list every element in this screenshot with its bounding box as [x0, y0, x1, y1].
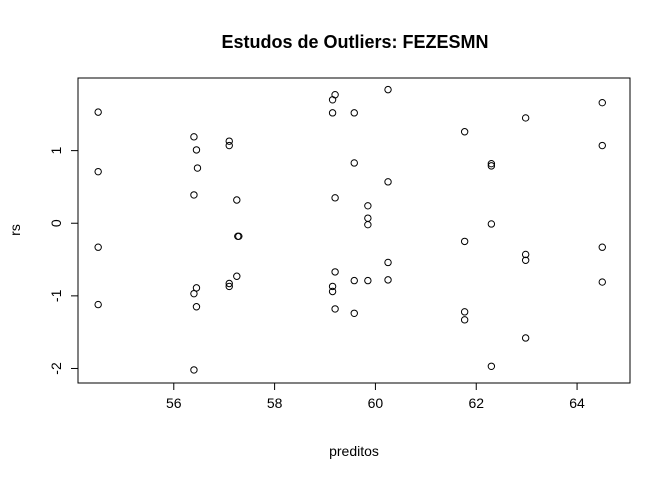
data-point [460, 128, 469, 136]
data-point [225, 137, 233, 145]
data-point [225, 279, 233, 288]
x-tick-label: 62 [468, 395, 484, 411]
data-point [350, 276, 358, 285]
data-point [190, 289, 198, 298]
data-point [193, 164, 202, 172]
data-point [350, 309, 358, 317]
data-point [328, 96, 337, 104]
data-point [521, 250, 530, 259]
data-point [94, 167, 102, 176]
y-tick-label: 0 [48, 219, 64, 227]
data-point [190, 133, 198, 141]
data-point [460, 237, 469, 246]
data-point [384, 276, 392, 284]
data-points [94, 85, 606, 374]
x-tick-label: 58 [267, 395, 283, 411]
data-point [350, 159, 358, 167]
data-point [364, 220, 372, 229]
data-point [521, 256, 530, 264]
y-tick-label: -2 [48, 362, 64, 375]
data-point [328, 287, 337, 296]
data-point [384, 258, 392, 267]
data-point [460, 316, 469, 324]
chart-title: Estudos de Outliers: FEZESMN [221, 32, 488, 52]
data-point [487, 162, 496, 170]
data-point [328, 282, 337, 291]
data-point [94, 300, 102, 309]
data-point [487, 362, 496, 370]
data-point [460, 308, 469, 316]
data-point [190, 191, 198, 199]
data-point [487, 159, 496, 168]
data-point [598, 141, 606, 150]
y-axis: -2 -1 0 1 [48, 147, 79, 375]
data-point [350, 109, 358, 117]
data-point [192, 303, 201, 311]
x-axis: 56 58 60 62 64 [166, 382, 585, 411]
data-point [94, 243, 102, 251]
data-point [331, 194, 339, 202]
y-tick-label: 1 [48, 147, 64, 155]
y-axis-label: rs [7, 224, 23, 236]
data-point [331, 268, 339, 276]
data-point [235, 232, 243, 241]
x-axis-label: preditos [329, 443, 379, 459]
data-point [233, 272, 241, 280]
data-point [487, 220, 496, 228]
data-point [328, 109, 337, 117]
data-point [190, 366, 198, 374]
x-tick-label: 56 [166, 395, 182, 411]
data-point [521, 114, 530, 122]
data-point [225, 141, 233, 150]
data-point [192, 146, 201, 154]
data-point [384, 178, 392, 186]
y-tick-label: -1 [48, 289, 64, 302]
data-point [598, 243, 606, 251]
data-point [598, 278, 606, 286]
data-point [364, 276, 372, 285]
data-point [521, 334, 530, 342]
data-point [364, 202, 372, 210]
data-point [598, 98, 606, 107]
data-point [384, 85, 392, 94]
data-point [225, 282, 233, 291]
x-tick-label: 60 [368, 395, 384, 411]
data-point [331, 305, 339, 313]
data-point [94, 108, 102, 116]
data-point [233, 196, 241, 204]
x-tick-label: 64 [569, 395, 585, 411]
